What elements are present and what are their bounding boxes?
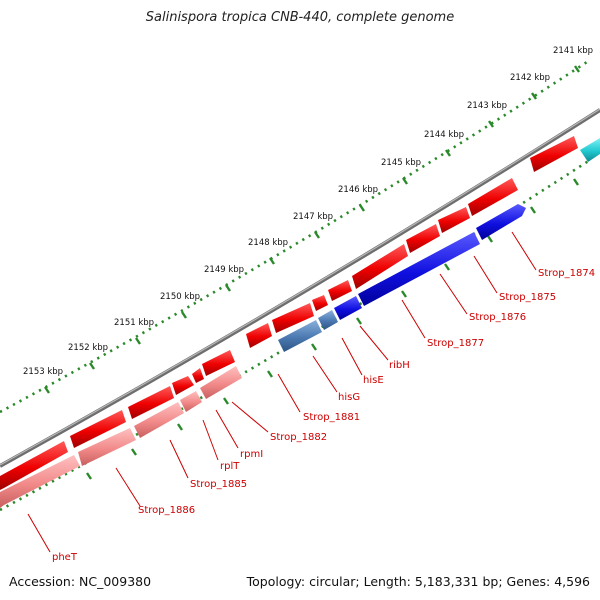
- gene-label: Strop_1876: [469, 312, 526, 323]
- tick-label: 2144 kbp: [424, 130, 464, 140]
- reverse-strand-genes: [0, 204, 526, 508]
- inner-major-tick: [573, 178, 579, 186]
- inner-major-tick: [487, 235, 493, 243]
- gene-label: hisG: [338, 392, 360, 403]
- inner-major-tick: [530, 206, 536, 214]
- gene-label: Strop_1874: [538, 268, 595, 279]
- inner-major-tick: [86, 472, 92, 480]
- tick-label: 2152 kbp: [68, 343, 108, 353]
- leader-lines: [27, 231, 537, 553]
- tick-label: 2150 kbp: [160, 292, 200, 302]
- inner-major-tick: [311, 343, 317, 351]
- outer-major-tick: [574, 65, 580, 73]
- gene-forward-hisg: [272, 303, 314, 333]
- outer-major-tick: [402, 177, 408, 185]
- outer-major-tick: [89, 362, 95, 370]
- gene-forward-ribh: [328, 280, 352, 301]
- gene-reverse-rplt: [180, 391, 202, 412]
- gene-reverse-strop-1881: [278, 320, 322, 352]
- gene-label: hisE: [363, 375, 384, 386]
- gene-forward-strop-1876: [406, 224, 440, 253]
- inner-major-tick: [223, 397, 229, 405]
- outer-tick-ring: [0, 58, 591, 414]
- outer-major-tick: [44, 386, 50, 394]
- topology-summary: Topology: circular; Length: 5,183,331 bp…: [246, 574, 590, 589]
- inner-major-ticks: [86, 178, 579, 480]
- gene-label: pheT: [52, 552, 78, 563]
- tick-label: 2147 kbp: [293, 212, 333, 222]
- inner-major-tick: [356, 317, 362, 325]
- outer-major-tick: [135, 337, 141, 345]
- gene-label: Strop_1886: [138, 505, 195, 516]
- gene-forward-rplt: [128, 386, 174, 419]
- gene-forward-strop-1882: [202, 350, 235, 376]
- gene-label: rpmI: [240, 449, 263, 460]
- gene-forward-small-1: [192, 368, 204, 383]
- gene-label: Strop_1882: [270, 432, 327, 443]
- gene-label: Strop_1875: [499, 292, 556, 303]
- gene-reverse-hise: [334, 296, 362, 320]
- gene-forward-strop-1885: [70, 410, 126, 448]
- tick-label: 2145 kbp: [381, 158, 421, 168]
- tick-label: 2148 kbp: [248, 238, 288, 248]
- outer-major-tick: [181, 311, 187, 319]
- inner-major-tick: [401, 290, 407, 298]
- gene-forward-rpmi: [172, 376, 194, 395]
- inner-major-tick: [177, 423, 183, 431]
- tick-label: 2149 kbp: [204, 265, 244, 275]
- accession-text: Accession: NC_009380: [9, 574, 152, 589]
- gene-label: Strop_1885: [190, 479, 247, 490]
- gene-forward-hise: [312, 295, 328, 311]
- gene-reverse-strop-1885: [134, 402, 184, 438]
- outer-major-ticks: [44, 65, 580, 394]
- inner-major-tick: [267, 370, 273, 378]
- gene-forward-strop-1877: [352, 244, 408, 289]
- tick-labels: 2141 kbp 2142 kbp 2143 kbp 2144 kbp 2145 kbp…: [23, 46, 593, 377]
- outer-major-tick: [531, 92, 537, 100]
- outer-major-tick: [445, 149, 451, 157]
- inner-major-tick: [444, 263, 450, 271]
- gene-label: ribH: [389, 360, 410, 371]
- gene-label: Strop_1877: [427, 338, 484, 349]
- backbone: [0, 108, 600, 468]
- inner-major-tick: [131, 448, 137, 456]
- tick-label: 2141 kbp: [553, 46, 593, 56]
- outer-major-tick: [314, 231, 320, 239]
- page-title: Salinispora tropica CNB-440, complete ge…: [145, 10, 455, 25]
- outer-major-tick: [488, 120, 494, 128]
- outer-major-tick: [225, 284, 231, 292]
- tick-label: 2151 kbp: [114, 318, 154, 328]
- outer-major-tick: [359, 204, 365, 212]
- gene-reverse-strop-1886: [78, 428, 136, 466]
- gene-reverse-phet: [0, 455, 80, 508]
- tick-label: 2146 kbp: [338, 185, 378, 195]
- tick-label: 2142 kbp: [510, 73, 550, 83]
- gene-labels: Strop_1874 Strop_1875 Strop_1876 Strop_1877…: [52, 268, 595, 563]
- outer-major-tick: [269, 257, 275, 265]
- gene-forward-strop-1875: [438, 207, 470, 233]
- gene-reverse-hisg: [318, 310, 338, 330]
- gene-forward-strop-1874: [468, 178, 518, 216]
- gene-reverse-rpmi: [200, 366, 242, 399]
- gene-reverse-strop-1874: [476, 204, 526, 240]
- gene-label: rplT: [220, 461, 240, 472]
- tick-label: 2153 kbp: [23, 367, 63, 377]
- forward-strand-genes: [0, 136, 600, 490]
- gene-forward-strop-1886: [0, 441, 68, 490]
- gene-forward-strop-1881: [246, 323, 272, 348]
- gene-reverse-ribh: [358, 232, 480, 306]
- gene-forward-cyan: [580, 138, 600, 162]
- gene-forward-right: [530, 136, 578, 172]
- tick-label: 2143 kbp: [467, 101, 507, 111]
- gene-label: Strop_1881: [303, 412, 360, 423]
